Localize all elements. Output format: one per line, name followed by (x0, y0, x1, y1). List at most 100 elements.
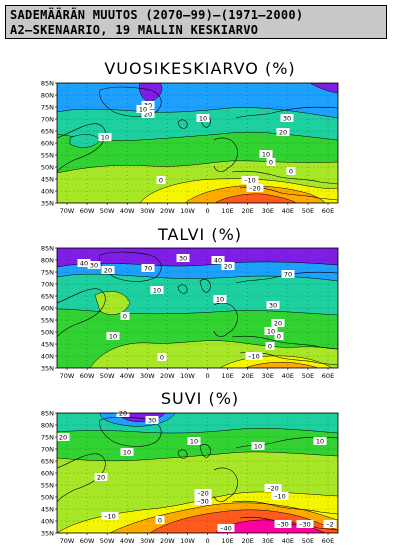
lon-label: 70W (60, 537, 75, 545)
lat-label: 55N (41, 481, 54, 489)
contour-label: 10 (259, 150, 273, 159)
lon-label: 40E (282, 537, 294, 545)
lon-label: 60W (80, 537, 95, 545)
lon-label: 0 (205, 537, 209, 545)
lon-label: 50W (100, 207, 115, 215)
contour-label: 10 (106, 332, 120, 341)
contour-label: –20 (246, 184, 264, 193)
header-line-1: SADEMÄÄRÄN MUUTOS (2070–99)–(1971–2000) (10, 8, 304, 22)
lat-label: 70N (41, 280, 54, 288)
contour-label-text: 0 (289, 168, 293, 176)
coastline (213, 302, 238, 337)
contour-label-text: 10 (109, 333, 117, 341)
contour-label: –40 (217, 524, 235, 533)
lat-label: 75N (41, 433, 54, 441)
coastline (177, 284, 188, 294)
contour-label: 10 (213, 295, 227, 304)
lon-label: 60E (322, 537, 334, 545)
coastline (57, 288, 106, 338)
lat-label: 70N (41, 115, 54, 123)
lon-label: 30E (262, 207, 274, 215)
contour-label: 20 (101, 266, 115, 275)
contour-label: 0 (286, 167, 296, 176)
lon-label: 0 (205, 372, 209, 380)
contour-label: –2 (323, 520, 337, 529)
contour-label: 0 (156, 176, 166, 185)
coastline (199, 444, 211, 458)
contour-label: 30 (280, 114, 294, 123)
contour-label: –30 (296, 520, 314, 529)
lon-label: 30W (140, 372, 155, 380)
axis-labels: 85N 80N 75N 70N 65N 60N 55N 50N 45N 40N 35N 70W 60W 5… (41, 244, 334, 380)
map-fill (57, 248, 338, 368)
contour-label: 70 (281, 270, 295, 279)
lon-label: 0 (205, 207, 209, 215)
lat-label: 75N (41, 103, 54, 111)
contour-label: 30 (176, 254, 190, 263)
contour-label: 20 (271, 319, 285, 328)
contour-label-text: –30 (197, 498, 209, 506)
lat-label: 60N (41, 139, 54, 147)
coastline (231, 500, 338, 515)
contour-band (244, 361, 319, 368)
contour-label-text: 0 (269, 159, 273, 167)
contour-band (214, 193, 297, 203)
contour-label-text: 10 (254, 443, 262, 451)
contour-label-text: 10 (316, 438, 324, 446)
coastline (231, 335, 338, 350)
contour-label-text: 20 (119, 410, 127, 418)
lat-label: 45N (41, 175, 54, 183)
contour-label-text: 20 (144, 111, 152, 119)
contour-label: –30 (194, 497, 212, 506)
lat-label: 80N (41, 91, 54, 99)
contour-label-text: –30 (277, 521, 289, 529)
lat-label: 55N (41, 316, 54, 324)
contour-label: 10 (136, 105, 150, 114)
contour-label: 0 (157, 353, 167, 362)
contour-label: 0 (266, 158, 276, 167)
lon-label: 30E (262, 537, 274, 545)
lon-label: 30W (140, 537, 155, 545)
coastline (235, 271, 338, 284)
panel-title-annual: VUOSIKESKIARVO (%) (104, 59, 296, 78)
lat-label: 50N (41, 163, 54, 171)
lat-label: 50N (41, 328, 54, 336)
lon-label: 50E (302, 537, 314, 545)
lat-label: 85N (41, 244, 54, 252)
lat-label: 40N (41, 517, 54, 525)
contour-label-text: 10 (123, 449, 131, 457)
contour-label: –10 (241, 176, 259, 185)
lon-label: 40E (282, 372, 294, 380)
lat-label: 40N (41, 187, 54, 195)
contour-label: 40 (211, 256, 225, 265)
contour-label-text: 30 (179, 255, 187, 263)
contour-label-text: 10 (153, 287, 161, 295)
lon-label: 20W (160, 207, 175, 215)
lat-label: 45N (41, 340, 54, 348)
panel-title-summer: SUVI (%) (160, 389, 240, 408)
contour-label-text: –20 (267, 485, 279, 493)
lat-label: 40N (41, 352, 54, 360)
lon-label: 30E (262, 372, 274, 380)
contour-label: 70 (141, 264, 155, 273)
contour-label-text: 10 (190, 438, 198, 446)
coastline (231, 170, 338, 185)
coastline (213, 137, 238, 172)
lat-label: 75N (41, 268, 54, 276)
lon-label: 40E (282, 207, 294, 215)
coastline (177, 449, 188, 459)
contour-band (94, 291, 131, 315)
contour-label-text: 10 (101, 134, 109, 142)
contour-label-text: 10 (139, 106, 147, 114)
contour-label-text: –20 (249, 185, 261, 193)
contour-label-text: –30 (299, 521, 311, 529)
lon-label: 10W (180, 372, 195, 380)
contour-label: 30 (266, 301, 280, 310)
lon-label: 30W (140, 207, 155, 215)
lon-label: 20E (241, 207, 253, 215)
lon-label: 20W (160, 537, 175, 545)
contour-label-text: –10 (274, 493, 286, 501)
